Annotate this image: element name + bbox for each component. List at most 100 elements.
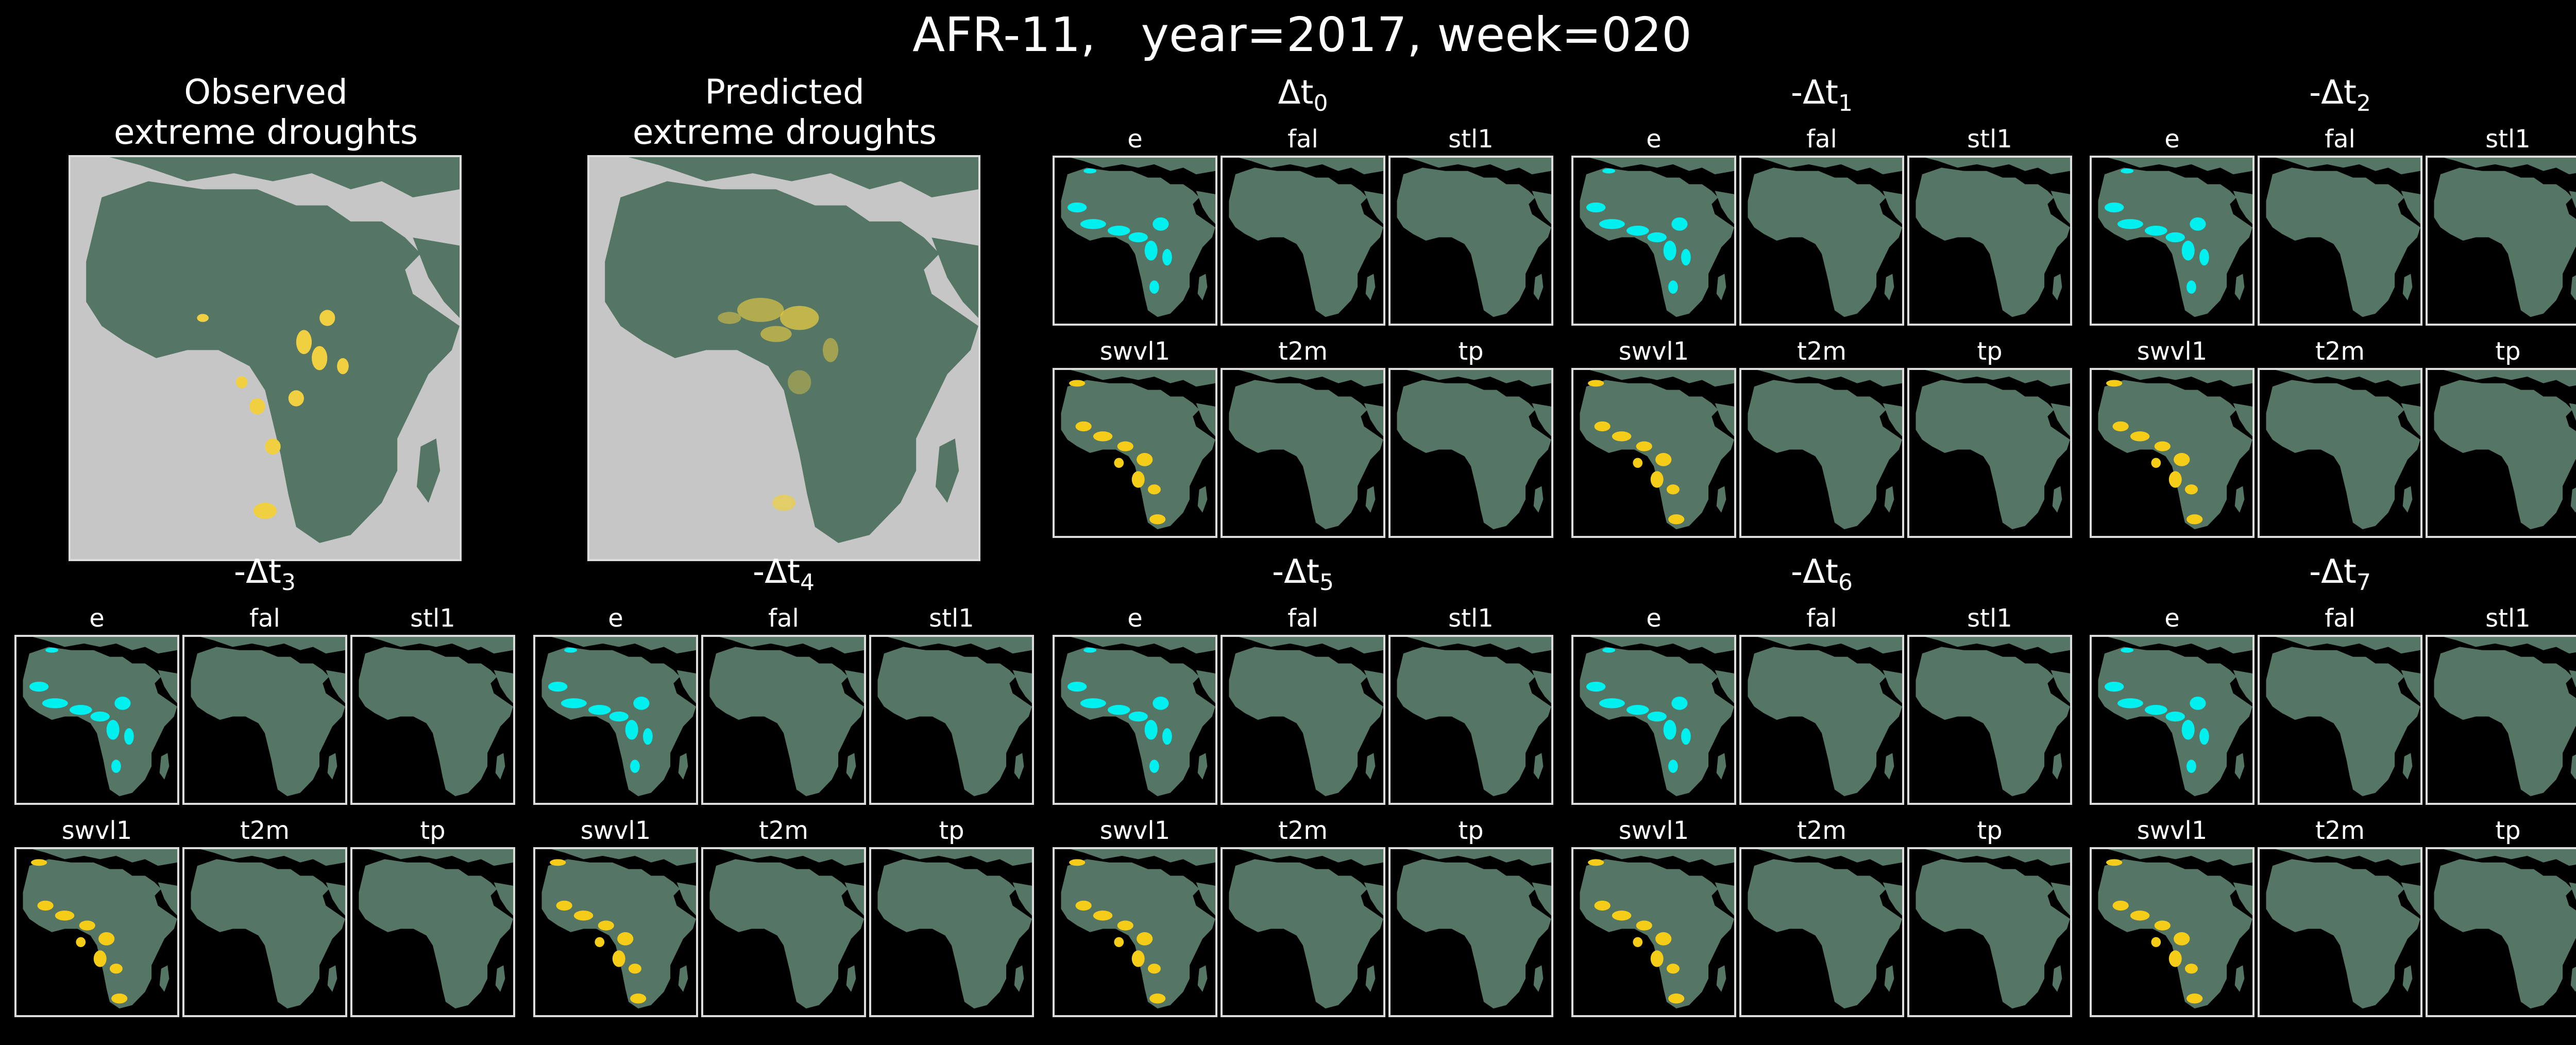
panel-label-swvl1: swvl1 [61,816,132,845]
map-e [1571,635,1736,805]
panel-label-e: e [608,604,623,633]
map-stl1 [1907,156,2072,326]
panel-label-swvl1: swvl1 [1618,816,1689,845]
group-title-6: -Δt6 [1641,551,2002,603]
group-title-prefix: - [753,553,765,591]
group-title-subscript: 7 [2356,569,2371,596]
panel-label-swvl1: swvl1 [2137,337,2208,366]
panel-label-stl1: stl1 [1448,125,1494,154]
panel-label-t2m: t2m [758,816,809,845]
map-fal [1739,156,1904,326]
map-stl1 [350,635,515,805]
map-stl1 [2426,635,2576,805]
map-swvl1 [1053,847,1217,1017]
panel-label-tp: tp [2495,816,2521,845]
panel-label-e: e [1646,604,1662,633]
panel-label-fal: fal [768,604,799,633]
panel-label-stl1: stl1 [410,604,455,633]
group-title-3: -Δt3 [84,551,445,603]
map-fal [182,635,347,805]
panel-label-swvl1: swvl1 [1099,337,1171,366]
panel-label-tp: tp [939,816,964,845]
map-e [533,635,698,805]
panel-label-stl1: stl1 [2485,125,2531,154]
map-t2m [1739,368,1904,538]
map-tp [869,847,1034,1017]
group-title-subscript: 0 [1313,90,1328,116]
figure-title: AFR-11, year=2017, week=020 [912,7,1692,62]
map-e [1053,156,1217,326]
panel-label-t2m: t2m [2315,816,2365,845]
panel-label-t2m: t2m [1797,337,1847,366]
predicted-drought-map [587,155,980,561]
group-title-base: Δt [1278,74,1314,112]
group-title-base: Δt [765,553,800,591]
map-t2m [1739,847,1904,1017]
group-title-prefix: - [1272,553,1284,591]
panel-label-fal: fal [1806,604,1837,633]
observed-label-line1: Observed [184,72,348,112]
map-swvl1 [1571,368,1736,538]
panel-label-tp: tp [1458,337,1484,366]
map-t2m [182,847,347,1017]
panel-label-fal: fal [2325,125,2355,154]
panel-label-fal: fal [1287,125,1318,154]
panel-label-stl1: stl1 [2485,604,2531,633]
panel-label-e: e [2164,604,2180,633]
group-title-prefix: - [1791,74,1803,112]
panel-label-fal: fal [2325,604,2355,633]
panel-label-tp: tp [2495,337,2521,366]
panel-label-swvl1: swvl1 [580,816,651,845]
observed-label: Observed extreme droughts [34,72,498,153]
panel-label-tp: tp [1458,816,1484,845]
panel-label-stl1: stl1 [1967,604,2012,633]
map-tp [1388,847,1553,1017]
map-t2m [2258,847,2422,1017]
panel-label-tp: tp [1977,816,2003,845]
map-fal [701,635,866,805]
predicted-label: Predicted extreme droughts [553,72,1016,153]
map-swvl1 [1571,847,1736,1017]
group-title-5: -Δt5 [1123,551,1483,603]
panel-label-e: e [1127,604,1143,633]
group-title-base: Δt [246,553,281,591]
panel-label-tp: tp [1977,337,2003,366]
map-e [1053,635,1217,805]
panel-label-e: e [1646,125,1662,154]
panel-label-e: e [2164,125,2180,154]
group-title-prefix: - [2309,553,2321,591]
map-swvl1 [1053,368,1217,538]
map-t2m [1221,847,1385,1017]
observed-drought-map [69,155,462,561]
observed-label-line2: extreme droughts [113,112,418,152]
panel-label-tp: tp [420,816,446,845]
panel-label-fal: fal [1287,604,1318,633]
group-title-base: Δt [2321,553,2357,591]
group-title-2: -Δt2 [2160,72,2520,124]
map-swvl1 [14,847,179,1017]
map-tp [1388,368,1553,538]
group-title-subscript: 4 [800,569,815,596]
group-title-subscript: 6 [1838,569,1853,596]
map-swvl1 [2090,847,2255,1017]
predicted-label-line2: extreme droughts [632,112,937,152]
group-title-7: -Δt7 [2160,551,2520,603]
map-swvl1 [533,847,698,1017]
map-e [2090,156,2255,326]
map-stl1 [869,635,1034,805]
map-tp [2426,368,2576,538]
group-title-base: Δt [1284,553,1319,591]
group-title-subscript: 5 [1319,569,1334,596]
map-tp [350,847,515,1017]
group-title-base: Δt [1803,74,1838,112]
predicted-label-line1: Predicted [705,72,865,112]
panel-label-swvl1: swvl1 [2137,816,2208,845]
map-swvl1 [2090,368,2255,538]
map-fal [1221,156,1385,326]
map-fal [1739,635,1904,805]
map-tp [1907,847,2072,1017]
group-title-0: Δt0 [1123,72,1483,124]
group-title-1: -Δt1 [1641,72,2002,124]
map-e [1571,156,1736,326]
panel-label-stl1: stl1 [1967,125,2012,154]
